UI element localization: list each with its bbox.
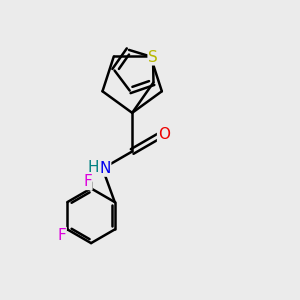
Text: O: O xyxy=(158,127,170,142)
Text: F: F xyxy=(57,228,66,243)
Text: S: S xyxy=(148,50,158,65)
Text: H: H xyxy=(87,160,99,175)
Text: N: N xyxy=(99,161,111,176)
Text: F: F xyxy=(83,174,92,189)
